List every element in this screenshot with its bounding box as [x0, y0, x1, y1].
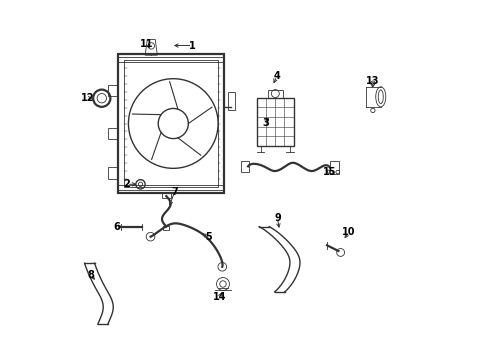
Bar — [108, 128, 117, 139]
Text: 7: 7 — [171, 187, 178, 197]
Text: 11: 11 — [140, 39, 153, 49]
Text: 10: 10 — [341, 227, 354, 237]
Text: 14: 14 — [213, 292, 226, 302]
Bar — [124, 60, 218, 187]
Bar — [108, 167, 117, 179]
Text: 12: 12 — [81, 93, 94, 103]
Bar — [329, 161, 339, 174]
Circle shape — [128, 79, 218, 168]
Text: 15: 15 — [323, 167, 336, 177]
Text: 3: 3 — [262, 118, 268, 128]
Bar — [241, 161, 248, 172]
Text: 4: 4 — [273, 71, 280, 81]
Text: 13: 13 — [366, 76, 379, 86]
Bar — [228, 93, 234, 111]
Text: 6: 6 — [114, 222, 121, 231]
Text: 5: 5 — [205, 232, 212, 242]
Text: 1: 1 — [189, 41, 196, 50]
Bar — [257, 98, 293, 146]
Text: 8: 8 — [87, 270, 94, 280]
Bar — [267, 90, 282, 98]
Text: 2: 2 — [123, 179, 130, 189]
Bar — [163, 226, 169, 230]
Text: 9: 9 — [274, 213, 280, 223]
Bar — [108, 85, 117, 96]
Bar — [162, 193, 170, 198]
Bar — [118, 54, 224, 193]
